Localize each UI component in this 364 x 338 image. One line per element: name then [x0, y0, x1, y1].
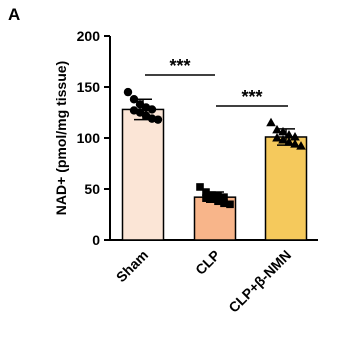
data-point	[153, 115, 163, 124]
significance-label: ***	[241, 87, 262, 107]
data-point	[272, 133, 282, 142]
data-point	[266, 117, 276, 127]
data-point	[129, 95, 139, 104]
data-point	[272, 124, 282, 134]
y-axis-label: NAD+ (pmol/mg tissue)	[53, 61, 69, 215]
y-tick-label: 100	[77, 130, 101, 146]
y-tick-label: 0	[92, 232, 100, 248]
data-point	[220, 199, 228, 208]
data-point	[214, 192, 222, 200]
y-tick-label: 200	[77, 28, 101, 44]
x-tick-label: CLP+β-NMN	[225, 247, 294, 316]
data-point	[196, 183, 204, 191]
bar	[121, 108, 165, 241]
panel-label: A	[8, 5, 20, 24]
data-point	[290, 131, 300, 141]
data-point	[278, 126, 288, 136]
y-tick-label: 50	[84, 181, 100, 197]
bar	[264, 136, 308, 241]
data-point	[214, 197, 222, 206]
y-tick-label: 150	[77, 79, 101, 95]
data-point	[220, 193, 228, 201]
data-point	[284, 137, 294, 146]
data-point	[296, 141, 306, 150]
significance-label: ***	[169, 56, 190, 76]
data-point	[123, 87, 133, 97]
data-point	[226, 200, 234, 209]
x-tick-label: CLP	[192, 247, 223, 278]
x-tick-label: Sham	[113, 247, 151, 285]
data-point	[208, 191, 216, 199]
data-point	[208, 195, 216, 203]
data-point	[202, 194, 210, 202]
data-point	[147, 105, 157, 114]
data-point	[278, 135, 288, 144]
data-point	[290, 139, 300, 148]
data-point	[202, 188, 210, 196]
data-point	[284, 129, 294, 139]
